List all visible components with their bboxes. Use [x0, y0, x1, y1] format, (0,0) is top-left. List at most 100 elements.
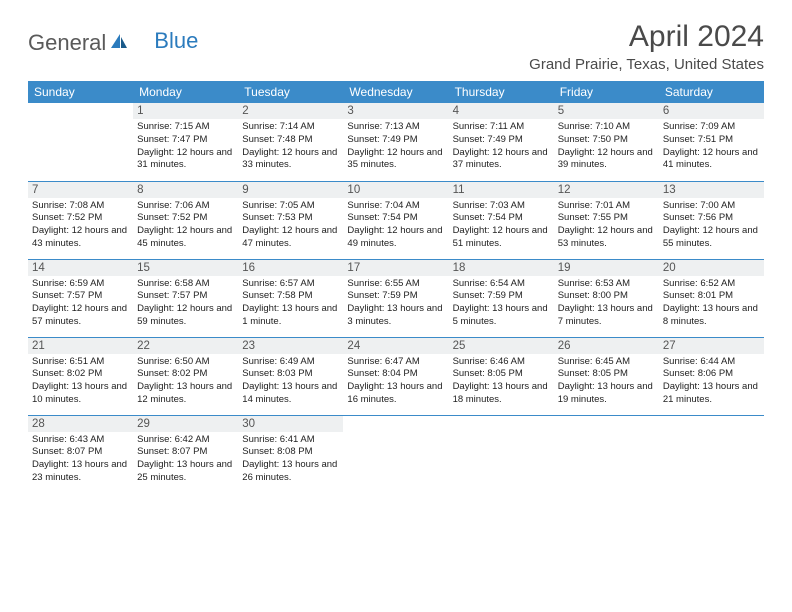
daylight-text: Daylight: 12 hours and 49 minutes.: [347, 225, 444, 251]
sunset-text: Sunset: 7:49 PM: [347, 134, 444, 147]
sunset-text: Sunset: 7:57 PM: [32, 290, 129, 303]
day-number: 27: [659, 338, 764, 354]
day-number: 17: [343, 260, 448, 276]
sunset-text: Sunset: 7:54 PM: [453, 212, 550, 225]
daylight-text: Daylight: 12 hours and 43 minutes.: [32, 225, 129, 251]
day-cell: 22Sunrise: 6:50 AMSunset: 8:02 PMDayligh…: [133, 337, 238, 415]
sail-icon: [110, 33, 128, 54]
day-number: 18: [449, 260, 554, 276]
sunset-text: Sunset: 7:55 PM: [558, 212, 655, 225]
day-cell: 28Sunrise: 6:43 AMSunset: 8:07 PMDayligh…: [28, 415, 133, 493]
daylight-text: Daylight: 13 hours and 26 minutes.: [242, 459, 339, 485]
day-cell: [449, 415, 554, 493]
sunrise-text: Sunrise: 6:49 AM: [242, 356, 339, 369]
sunrise-text: Sunrise: 6:46 AM: [453, 356, 550, 369]
day-number: [659, 416, 764, 432]
sunrise-text: Sunrise: 6:52 AM: [663, 278, 760, 291]
location-text: Grand Prairie, Texas, United States: [529, 56, 764, 73]
week-row: 1 Sunrise: 7:15 AMSunset: 7:47 PMDaylight…: [28, 103, 764, 181]
sunrise-text: Sunrise: 7:03 AM: [453, 200, 550, 213]
sunset-text: Sunset: 7:48 PM: [242, 134, 339, 147]
sunrise-text: Sunrise: 7:08 AM: [32, 200, 129, 213]
sunset-text: Sunset: 7:59 PM: [347, 290, 444, 303]
day-details: Sunrise: 6:52 AMSunset: 8:01 PMDaylight:…: [663, 278, 760, 329]
day-header-sat: Saturday: [659, 81, 764, 103]
day-cell: 13Sunrise: 7:00 AMSunset: 7:56 PMDayligh…: [659, 181, 764, 259]
day-header-thu: Thursday: [449, 81, 554, 103]
day-details: Sunrise: 6:41 AMSunset: 8:08 PMDaylight:…: [242, 434, 339, 485]
daylight-text: Daylight: 12 hours and 45 minutes.: [137, 225, 234, 251]
sunset-text: Sunset: 8:06 PM: [663, 368, 760, 381]
day-details: Sunrise: 7:04 AMSunset: 7:54 PMDaylight:…: [347, 200, 444, 251]
day-number: 29: [133, 416, 238, 432]
daylight-text: Daylight: 12 hours and 37 minutes.: [453, 147, 550, 173]
day-number: 26: [554, 338, 659, 354]
day-details: Sunrise: 6:53 AMSunset: 8:00 PMDaylight:…: [558, 278, 655, 329]
day-number: 6: [659, 103, 764, 119]
day-number: 11: [449, 182, 554, 198]
logo-text-general: General: [28, 30, 106, 56]
day-cell: 25Sunrise: 6:46 AMSunset: 8:05 PMDayligh…: [449, 337, 554, 415]
day-number: [343, 416, 448, 432]
daylight-text: Daylight: 12 hours and 53 minutes.: [558, 225, 655, 251]
sunset-text: Sunset: 7:50 PM: [558, 134, 655, 147]
week-row: 21Sunrise: 6:51 AMSunset: 8:02 PMDayligh…: [28, 337, 764, 415]
sunset-text: Sunset: 7:47 PM: [137, 134, 234, 147]
calendar-table: Sunday Monday Tuesday Wednesday Thursday…: [28, 81, 764, 493]
day-cell: 29 Sunrise: 6:42 AMSunset: 8:07 PMDayligh…: [133, 415, 238, 493]
day-number: 25: [449, 338, 554, 354]
day-number: 7: [28, 182, 133, 198]
week-row: 14Sunrise: 6:59 AMSunset: 7:57 PMDayligh…: [28, 259, 764, 337]
day-cell: [28, 103, 133, 181]
sunrise-text: Sunrise: 6:45 AM: [558, 356, 655, 369]
sunrise-text: Sunrise: 7:09 AM: [663, 121, 760, 134]
day-number: 8: [133, 182, 238, 198]
day-header-row: Sunday Monday Tuesday Wednesday Thursday…: [28, 81, 764, 103]
logo-text-blue: Blue: [154, 28, 198, 54]
sunrise-text: Sunrise: 6:51 AM: [32, 356, 129, 369]
daylight-text: Daylight: 12 hours and 31 minutes.: [137, 147, 234, 173]
day-cell: 12Sunrise: 7:01 AMSunset: 7:55 PMDayligh…: [554, 181, 659, 259]
sunrise-text: Sunrise: 7:13 AM: [347, 121, 444, 134]
sunset-text: Sunset: 8:05 PM: [453, 368, 550, 381]
daylight-text: Daylight: 13 hours and 25 minutes.: [137, 459, 234, 485]
month-title: April 2024: [529, 20, 764, 54]
day-cell: 5Sunrise: 7:10 AMSunset: 7:50 PMDaylight…: [554, 103, 659, 181]
daylight-text: Daylight: 13 hours and 3 minutes.: [347, 303, 444, 329]
sunset-text: Sunset: 8:02 PM: [32, 368, 129, 381]
day-cell: [659, 415, 764, 493]
day-cell: 4Sunrise: 7:11 AMSunset: 7:49 PMDaylight…: [449, 103, 554, 181]
day-details: Sunrise: 6:42 AMSunset: 8:07 PMDaylight:…: [137, 434, 234, 485]
day-cell: 19Sunrise: 6:53 AMSunset: 8:00 PMDayligh…: [554, 259, 659, 337]
day-details: Sunrise: 6:54 AMSunset: 7:59 PMDaylight:…: [453, 278, 550, 329]
day-details: Sunrise: 7:11 AMSunset: 7:49 PMDaylight:…: [453, 121, 550, 172]
sunset-text: Sunset: 8:07 PM: [137, 446, 234, 459]
sunset-text: Sunset: 7:52 PM: [137, 212, 234, 225]
daylight-text: Daylight: 12 hours and 47 minutes.: [242, 225, 339, 251]
day-cell: 17Sunrise: 6:55 AMSunset: 7:59 PMDayligh…: [343, 259, 448, 337]
day-details: Sunrise: 7:05 AMSunset: 7:53 PMDaylight:…: [242, 200, 339, 251]
day-details: Sunrise: 6:57 AMSunset: 7:58 PMDaylight:…: [242, 278, 339, 329]
day-header-sun: Sunday: [28, 81, 133, 103]
day-number: 30: [238, 416, 343, 432]
day-number: 12: [554, 182, 659, 198]
sunrise-text: Sunrise: 7:14 AM: [242, 121, 339, 134]
day-number: 3: [343, 103, 448, 119]
sunrise-text: Sunrise: 6:57 AM: [242, 278, 339, 291]
day-cell: 24Sunrise: 6:47 AMSunset: 8:04 PMDayligh…: [343, 337, 448, 415]
day-number: 15: [133, 260, 238, 276]
sunset-text: Sunset: 7:59 PM: [453, 290, 550, 303]
day-cell: 27Sunrise: 6:44 AMSunset: 8:06 PMDayligh…: [659, 337, 764, 415]
day-number: 1: [133, 103, 238, 119]
daylight-text: Daylight: 12 hours and 55 minutes.: [663, 225, 760, 251]
sunrise-text: Sunrise: 7:00 AM: [663, 200, 760, 213]
day-details: Sunrise: 6:50 AMSunset: 8:02 PMDaylight:…: [137, 356, 234, 407]
daylight-text: Daylight: 12 hours and 39 minutes.: [558, 147, 655, 173]
day-details: Sunrise: 7:15 AMSunset: 7:47 PMDaylight:…: [137, 121, 234, 172]
day-cell: 11Sunrise: 7:03 AMSunset: 7:54 PMDayligh…: [449, 181, 554, 259]
day-cell: 1 Sunrise: 7:15 AMSunset: 7:47 PMDaylight…: [133, 103, 238, 181]
daylight-text: Daylight: 12 hours and 33 minutes.: [242, 147, 339, 173]
day-cell: 30 Sunrise: 6:41 AMSunset: 8:08 PMDayligh…: [238, 415, 343, 493]
day-number: 14: [28, 260, 133, 276]
sunset-text: Sunset: 8:01 PM: [663, 290, 760, 303]
